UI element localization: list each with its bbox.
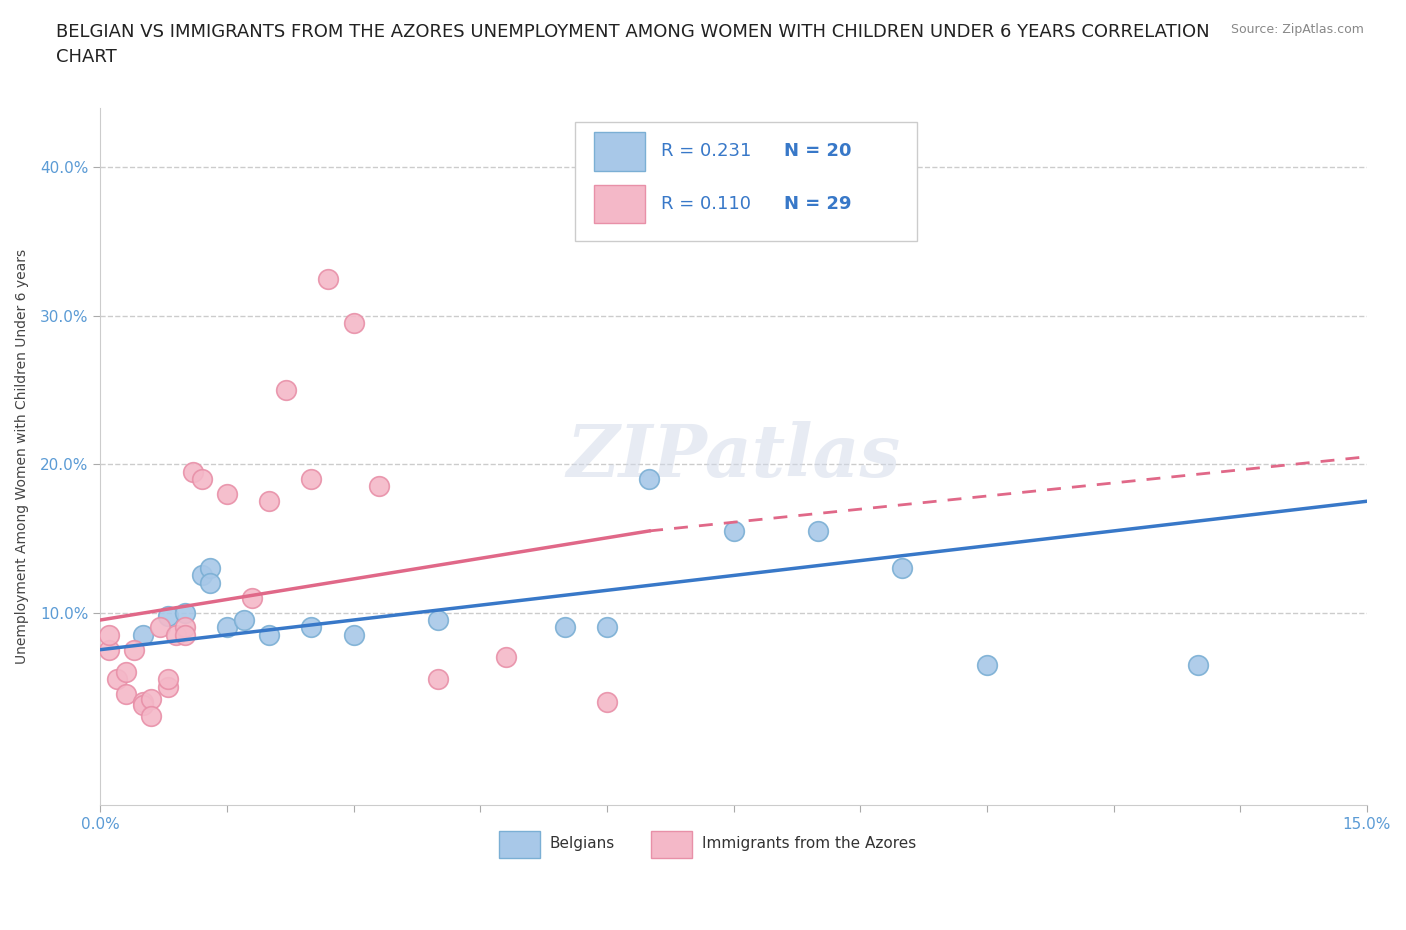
Point [131, 698, 153, 712]
Text: N = 29: N = 29 [785, 195, 852, 213]
Point [156, 608, 179, 623]
Text: BELGIAN VS IMMIGRANTS FROM THE AZORES UNEMPLOYMENT AMONG WOMEN WITH CHILDREN UND: BELGIAN VS IMMIGRANTS FROM THE AZORES UN… [56, 23, 1211, 66]
Point [723, 524, 745, 538]
Point [276, 382, 298, 397]
Point [1187, 658, 1209, 672]
Point [368, 479, 391, 494]
Point [139, 709, 162, 724]
Point [427, 671, 450, 686]
Point [242, 591, 264, 605]
Text: Source: ZipAtlas.com: Source: ZipAtlas.com [1230, 23, 1364, 36]
FancyBboxPatch shape [499, 831, 540, 857]
Point [259, 494, 281, 509]
Y-axis label: Unemployment Among Women with Children Under 6 years: Unemployment Among Women with Children U… [15, 249, 30, 664]
Point [343, 316, 366, 331]
Point [891, 561, 914, 576]
Point [495, 650, 517, 665]
Point [114, 665, 136, 680]
Text: ZIPatlas: ZIPatlas [567, 421, 901, 492]
Text: R = 0.231: R = 0.231 [661, 142, 752, 160]
Point [301, 472, 323, 486]
Point [596, 694, 619, 709]
Point [198, 561, 221, 576]
Point [165, 628, 187, 643]
Text: R = 0.110: R = 0.110 [661, 195, 751, 213]
Point [807, 524, 830, 538]
Point [427, 613, 450, 628]
Text: Belgians: Belgians [550, 836, 616, 851]
Point [114, 686, 136, 701]
Point [976, 658, 998, 672]
Text: Immigrants from the Azores: Immigrants from the Azores [702, 836, 917, 851]
Point [97, 628, 120, 643]
Text: N = 20: N = 20 [785, 142, 852, 160]
Point [343, 628, 366, 643]
Point [173, 628, 195, 643]
FancyBboxPatch shape [595, 132, 645, 171]
FancyBboxPatch shape [595, 185, 645, 223]
Point [122, 643, 145, 658]
Point [233, 613, 256, 628]
Point [97, 643, 120, 658]
Point [190, 472, 212, 486]
FancyBboxPatch shape [575, 122, 917, 241]
Point [259, 628, 281, 643]
Point [105, 671, 128, 686]
Point [190, 568, 212, 583]
Point [638, 472, 661, 486]
Point [215, 620, 238, 635]
Point [596, 620, 619, 635]
Point [139, 691, 162, 706]
Point [131, 694, 153, 709]
FancyBboxPatch shape [651, 831, 692, 857]
Point [301, 620, 323, 635]
Point [131, 628, 153, 643]
Point [148, 620, 170, 635]
Point [215, 486, 238, 501]
Point [156, 679, 179, 694]
Point [173, 620, 195, 635]
Point [156, 671, 179, 686]
Point [318, 272, 340, 286]
Point [181, 464, 204, 479]
Point [554, 620, 576, 635]
Point [173, 605, 195, 620]
Point [198, 576, 221, 591]
